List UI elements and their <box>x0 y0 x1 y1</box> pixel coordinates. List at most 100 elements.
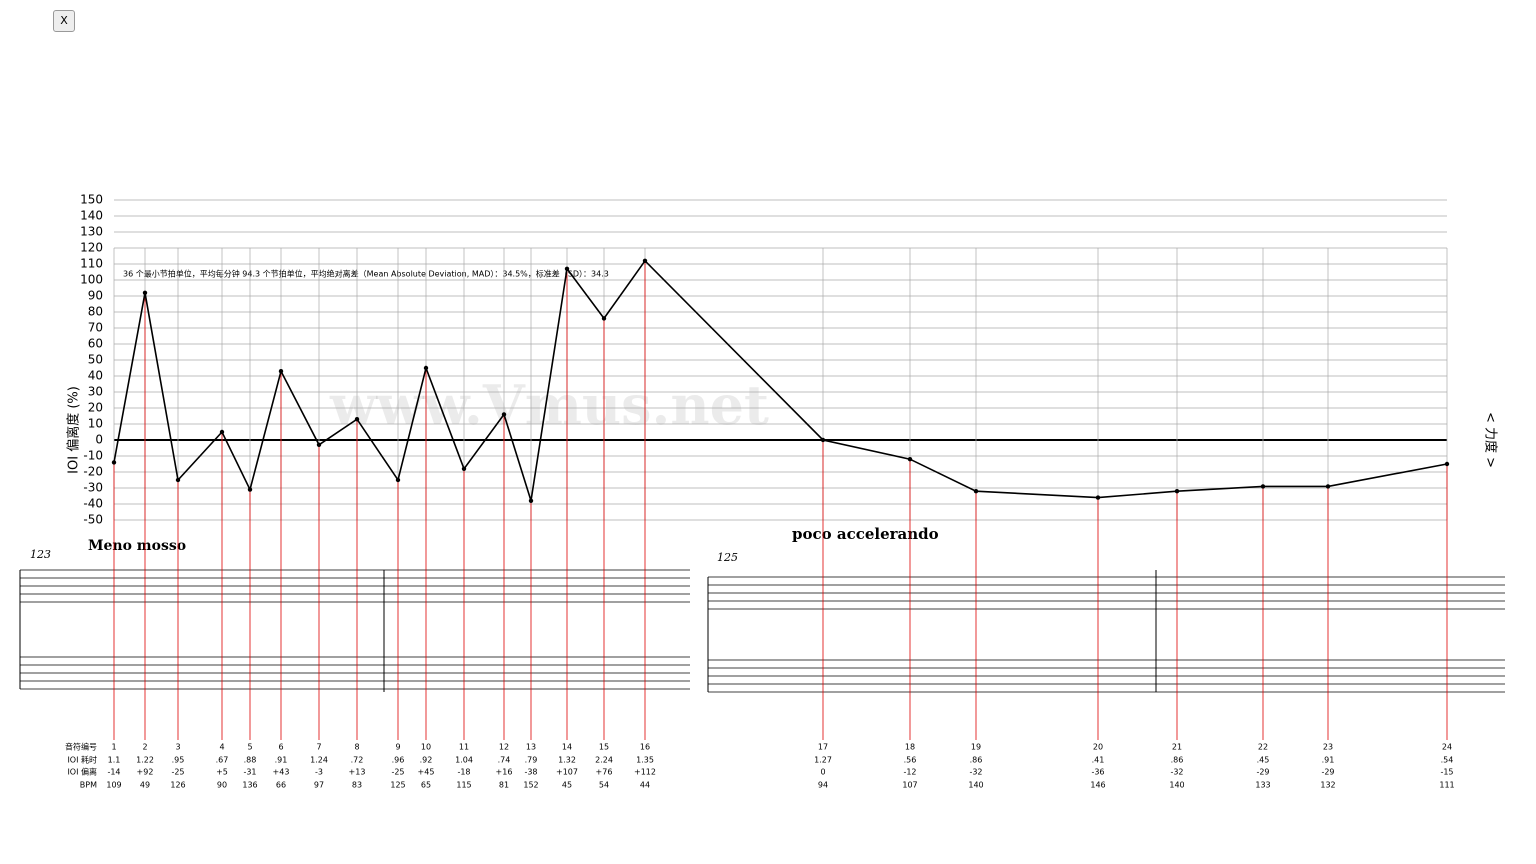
data-line <box>113 259 1448 502</box>
bpm: 90 <box>217 781 227 790</box>
data-point <box>395 477 401 483</box>
bpm: 152 <box>523 781 538 790</box>
note-number: 7 <box>316 743 321 752</box>
ioi-deviation: -31 <box>243 768 256 777</box>
note-number: 14 <box>562 743 572 752</box>
y-tick-label: 40 <box>88 369 103 383</box>
note-number: 11 <box>459 743 469 752</box>
annotation: 36 个最小节拍单位，平均每分钟 94.3 个节拍单位，平均绝对离差（Mean … <box>123 269 609 279</box>
ioi-time: .92 <box>420 756 433 765</box>
ioi-time: .86 <box>970 756 983 765</box>
y-tick-label: 130 <box>80 225 103 239</box>
data-point <box>642 258 648 263</box>
note-number: 20 <box>1093 743 1103 752</box>
ioi-time: .74 <box>498 756 511 765</box>
ioi-deviation: +112 <box>634 768 656 777</box>
row-header: 音符编号 <box>65 742 97 752</box>
data-point <box>461 466 467 471</box>
ioi-time: .67 <box>216 756 229 765</box>
bpm: 115 <box>456 781 471 790</box>
bpm: 107 <box>902 781 917 790</box>
note-number: 9 <box>395 743 400 752</box>
note-number: 19 <box>971 743 981 752</box>
y-tick-label: 50 <box>88 353 103 367</box>
note-number: 8 <box>354 743 359 752</box>
y-tick-label: 60 <box>88 337 103 351</box>
y-tick-label: -30 <box>83 481 103 495</box>
ioi-time: 1.22 <box>136 756 154 765</box>
note-number: 6 <box>278 743 283 752</box>
data-point <box>820 437 826 443</box>
bpm: 133 <box>1255 781 1270 790</box>
y-tick-label: 70 <box>88 321 103 335</box>
data-point <box>142 290 148 295</box>
data-point <box>907 457 913 462</box>
data-point <box>423 365 429 371</box>
tempo-marking: poco accelerando <box>792 525 939 543</box>
right-label: < 力度 > <box>1483 412 1499 468</box>
bpm: 109 <box>106 781 121 790</box>
note-number: 16 <box>640 743 650 752</box>
bpm: 136 <box>242 781 257 790</box>
data-point <box>175 477 181 483</box>
data-point <box>1260 484 1266 489</box>
data-point <box>1095 495 1101 500</box>
note-number: 5 <box>247 743 252 752</box>
ioi-time: 2.24 <box>595 756 613 765</box>
measure-number: 123 <box>30 548 51 561</box>
row-header: IOI 耗时 <box>67 755 97 765</box>
ioi-deviation: -36 <box>1091 768 1104 777</box>
ioi-time: .88 <box>244 756 257 765</box>
data-point <box>564 266 570 271</box>
data-point <box>601 316 607 321</box>
ioi-deviation: +107 <box>556 768 578 777</box>
note-number: 13 <box>526 743 536 752</box>
note-number: 24 <box>1442 743 1452 752</box>
row-header: BPM <box>80 781 97 790</box>
ioi-deviation: +76 <box>596 768 613 777</box>
data-point <box>354 417 360 422</box>
data-point <box>1174 489 1180 494</box>
ioi-deviation: +92 <box>137 768 154 777</box>
note-number: 3 <box>175 743 180 752</box>
y-tick-label: 120 <box>80 241 103 255</box>
bpm: 140 <box>968 781 983 790</box>
ioi-deviation: +16 <box>496 768 513 777</box>
bpm: 81 <box>499 781 509 790</box>
data-point <box>528 498 534 503</box>
data-point <box>1325 484 1331 489</box>
ioi-deviation: -12 <box>903 768 916 777</box>
ioi-deviation: -32 <box>969 768 982 777</box>
tempo-marking: Meno mosso <box>88 538 186 554</box>
ioi-deviation: -38 <box>524 768 537 777</box>
bpm: 94 <box>818 781 828 790</box>
note-number: 22 <box>1258 743 1268 752</box>
data-point <box>219 429 225 435</box>
note-number: 10 <box>421 743 431 752</box>
y-tick-label: 80 <box>88 305 103 319</box>
close-button[interactable]: X <box>53 10 75 32</box>
note-number: 17 <box>818 743 828 752</box>
ioi-deviation: +5 <box>216 768 228 777</box>
bpm: 111 <box>1439 781 1454 790</box>
y-tick-label: 140 <box>80 209 103 223</box>
ioi-deviation: 0 <box>820 768 825 777</box>
note-number: 18 <box>905 743 915 752</box>
data-point <box>1444 461 1450 467</box>
y-tick-label: 110 <box>80 257 103 271</box>
ioi-deviation: -32 <box>1170 768 1183 777</box>
bpm: 54 <box>599 781 609 790</box>
ioi-time: 1.04 <box>455 756 473 765</box>
ioi-time: 1.35 <box>636 756 654 765</box>
ioi-time: .91 <box>1322 756 1335 765</box>
ioi-time: .96 <box>392 756 405 765</box>
note-number: 2 <box>142 743 147 752</box>
bpm: 65 <box>421 781 431 790</box>
ioi-time: 1.32 <box>558 756 576 765</box>
y-tick-label: 10 <box>88 417 103 431</box>
ioi-time: .86 <box>1171 756 1184 765</box>
bpm: 97 <box>314 781 324 790</box>
y-tick-label: 90 <box>88 289 103 303</box>
note-number: 23 <box>1323 743 1333 752</box>
